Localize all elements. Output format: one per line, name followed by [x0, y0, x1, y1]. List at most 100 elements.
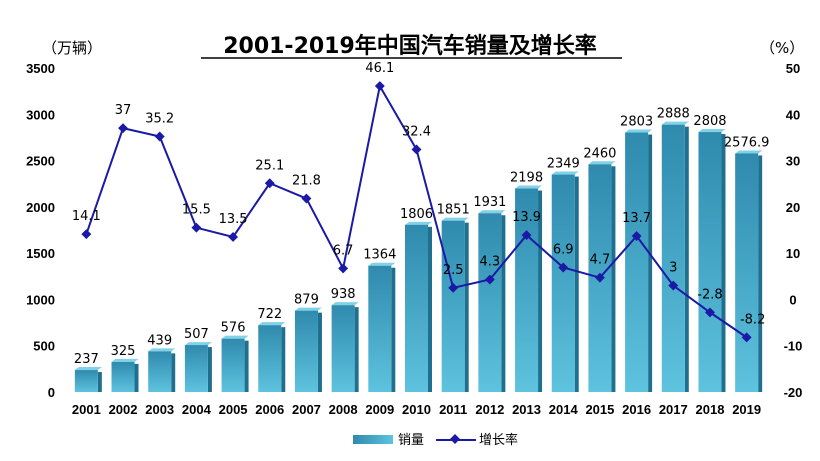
legend: 销量 增长率 [353, 432, 518, 448]
bar-side [244, 340, 249, 392]
bar-top-face [735, 150, 763, 154]
legend-label-growth: 增长率 [479, 432, 518, 448]
growth-value-label: 6.9 [553, 242, 574, 257]
x-tick-label: 2016 [622, 402, 651, 417]
growth-point [411, 144, 422, 155]
bar-side [171, 353, 176, 392]
growth-value-label: 21.8 [292, 174, 321, 189]
bar-value-label: 237 [74, 352, 99, 367]
bar-top-face [111, 358, 139, 362]
bar-side [501, 215, 506, 392]
bar-value-label: 879 [294, 293, 319, 308]
growth-value-label: 13.5 [219, 212, 248, 227]
right-tick-label: 0 [789, 292, 796, 307]
growth-value-label: 2.5 [443, 263, 464, 278]
growth-point [594, 272, 605, 283]
growth-point [338, 263, 349, 274]
bar-value-label: 439 [147, 333, 172, 348]
bar [221, 338, 245, 392]
line-data-labels: 14.1 37 35.2 15.5 13.5 25.1 21.8 6.7 46.1 32.4 2.5… [72, 61, 765, 327]
bar-top-face [478, 210, 506, 214]
left-tick-label: 3000 [26, 107, 55, 122]
left-tick-label: 3500 [26, 61, 55, 76]
bar [441, 220, 465, 392]
bar [294, 310, 318, 392]
bar [148, 351, 172, 392]
bar-value-label: 325 [111, 344, 136, 359]
bar-top-face [405, 221, 432, 225]
bar [478, 213, 502, 392]
left-tick-label: 1000 [26, 292, 55, 307]
x-tick-label: 2018 [696, 402, 725, 417]
bar-value-label: 2576.9 [724, 135, 770, 150]
bar-top-face [625, 129, 653, 133]
growth-value-label: -8.2 [740, 312, 765, 327]
x-tick-label: 2007 [292, 402, 321, 417]
growth-value-label: 37 [115, 103, 132, 118]
x-tick-label: 2005 [219, 402, 248, 417]
x-tick-label: 2012 [475, 402, 504, 417]
bar-side [721, 134, 726, 392]
x-tick-label: 2014 [549, 402, 579, 417]
legend-swatch-growth-marker [450, 434, 460, 444]
growth-value-label: 13.9 [512, 210, 541, 225]
bar-side [391, 267, 396, 392]
growth-point [558, 262, 569, 273]
bar-value-label: 1364 [363, 248, 396, 263]
line-series [81, 81, 752, 343]
bar-top-face [148, 348, 176, 352]
growth-point [705, 307, 715, 318]
bar [258, 325, 282, 392]
right-axis: -20 -10 0 10 20 30 40 50 [784, 61, 803, 400]
growth-value-label: 3 [669, 261, 677, 276]
bar [74, 370, 98, 392]
x-tick-label: 2003 [145, 402, 174, 417]
growth-value-label: -2.8 [697, 287, 722, 302]
x-tick-label: 2019 [732, 402, 761, 417]
right-tick-label: 50 [786, 61, 800, 76]
left-tick-label: 0 [48, 385, 55, 400]
bar-value-label: 2803 [620, 115, 653, 130]
right-tick-label: 20 [786, 200, 800, 215]
growth-value-label: 4.3 [480, 255, 501, 270]
left-axis-unit: （万辆） [42, 39, 102, 57]
growth-point [191, 222, 202, 233]
right-tick-label: 30 [786, 154, 800, 169]
bar-side [134, 363, 139, 392]
bar-value-label: 722 [257, 307, 282, 322]
bar-top-face [368, 262, 396, 266]
left-tick-label: 1500 [26, 246, 55, 261]
bar-side [464, 222, 469, 392]
growth-value-label: 13.7 [622, 211, 651, 226]
x-tick-label: 2001 [72, 402, 101, 417]
bar-side [611, 166, 616, 392]
growth-point [81, 229, 92, 240]
legend-label-sales: 销量 [398, 433, 424, 448]
bar-side [648, 134, 653, 393]
bar-top-face [551, 171, 579, 175]
growth-value-label: 15.5 [182, 203, 211, 218]
growth-point [448, 282, 459, 293]
left-axis: 0 500 1000 1500 2000 2500 3000 3500 [26, 61, 55, 400]
bar-value-label: 576 [221, 321, 246, 336]
bar-top-face [698, 129, 726, 133]
growth-point [118, 123, 128, 134]
bar [661, 124, 685, 392]
right-tick-label: -10 [784, 339, 803, 354]
growth-point [668, 280, 679, 291]
bar-value-label: 2198 [510, 171, 543, 186]
x-tick-label: 2011 [439, 402, 467, 417]
bar [698, 132, 722, 392]
bar-top-face [331, 302, 359, 306]
growth-value-label: 46.1 [365, 61, 394, 76]
x-tick-label: 2010 [402, 402, 431, 417]
growth-point [741, 332, 752, 343]
bar-side [97, 372, 102, 392]
x-tick-label: 2002 [109, 402, 138, 417]
bar-top-face [221, 335, 249, 339]
bar-value-label: 938 [331, 287, 356, 302]
bar-data-labels: 237 325 439 507 576 722 879 938 1364 1806 1851 1931… [74, 107, 769, 367]
bar [405, 224, 428, 392]
